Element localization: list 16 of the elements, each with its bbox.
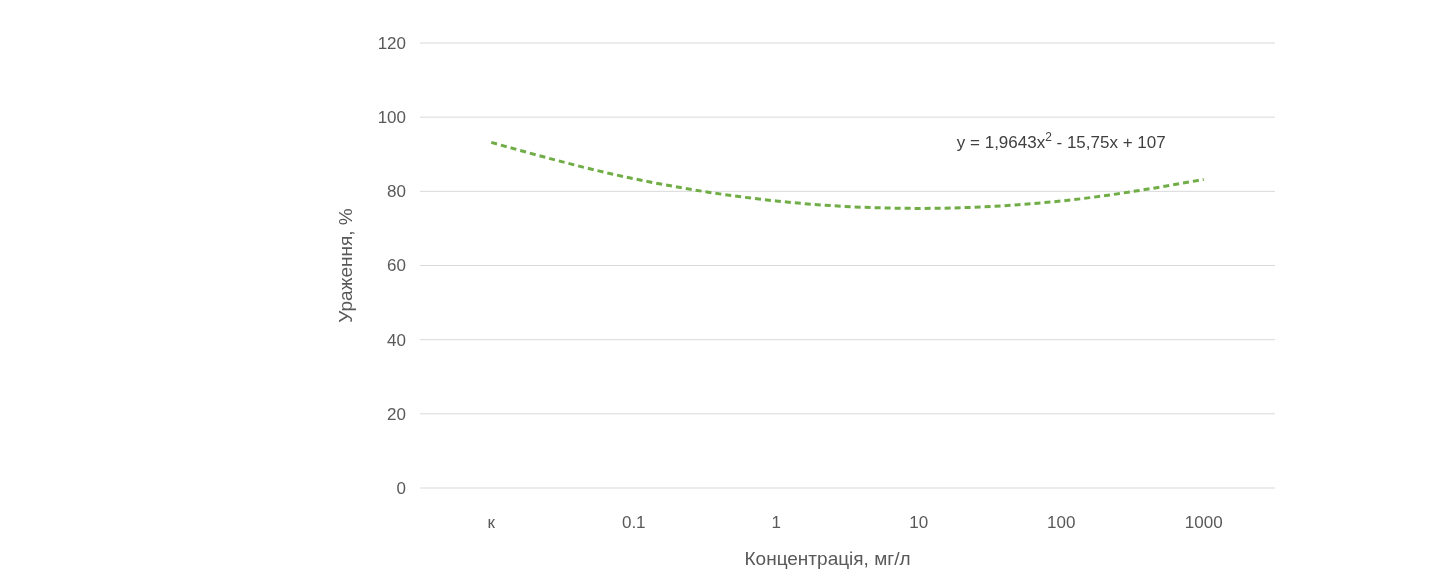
y-axis-title: Ураження, %: [335, 208, 356, 323]
y-tick-label: 80: [387, 182, 406, 202]
x-tick-label: к: [487, 513, 496, 532]
x-axis-title: Концентрація, мг/л: [744, 548, 911, 569]
y-tick-label: 40: [387, 330, 406, 350]
y-tick-label: 60: [387, 256, 406, 276]
x-tick-label: 10: [909, 513, 929, 532]
y-tick-label: 100: [377, 108, 406, 128]
x-tick-label: 100: [1047, 513, 1076, 532]
x-tick-label: 1: [771, 513, 781, 532]
x-tick-label: 0.1: [621, 513, 646, 532]
y-tick-label: 20: [387, 404, 406, 424]
x-tick-label: 1000: [1184, 513, 1223, 532]
y-tick-label: 120: [377, 33, 406, 53]
y-tick-label: 0: [396, 478, 406, 498]
annotation: y = 1,9643x$^{2}$ - 15,75x + 107: [956, 130, 1166, 152]
